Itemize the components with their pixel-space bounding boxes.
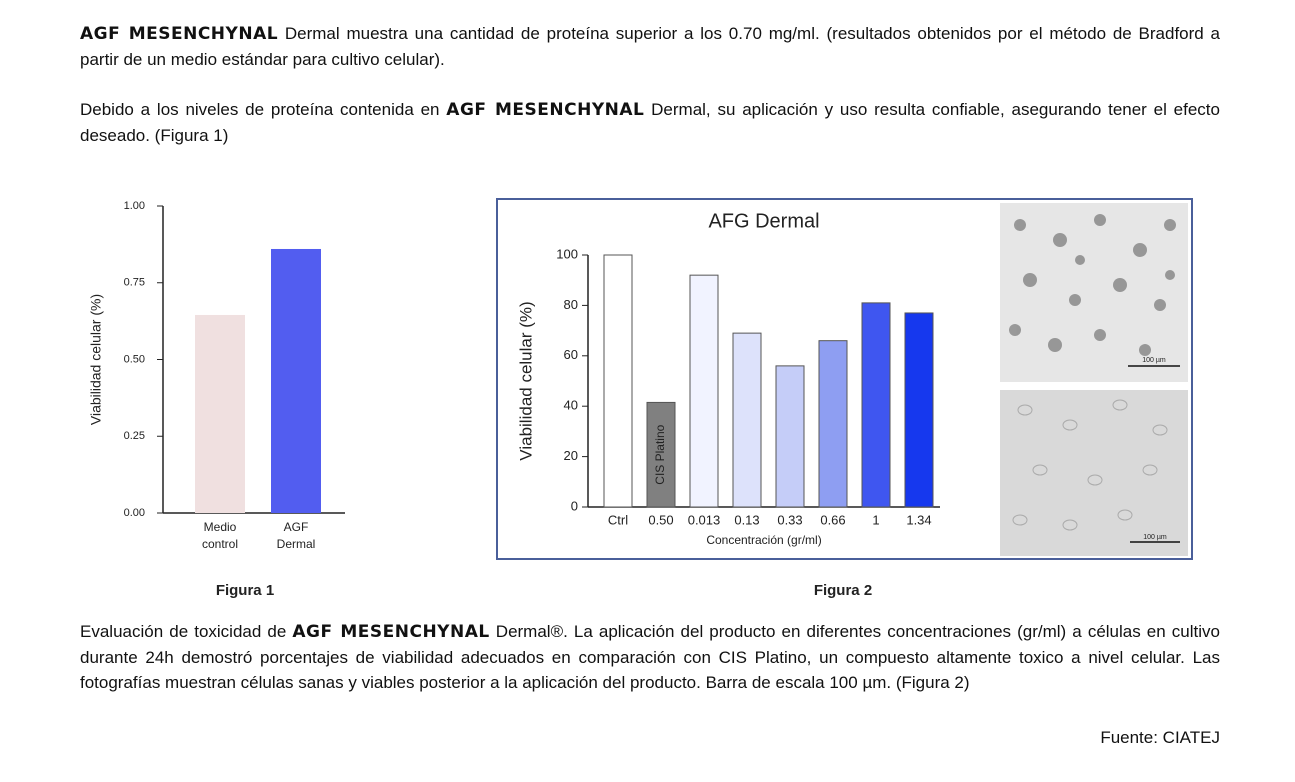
y-tick-label: 1.00 <box>124 200 145 212</box>
chart-title: AFG Dermal <box>708 210 819 232</box>
x-tick-label: 0.33 <box>777 512 802 527</box>
bar <box>861 302 891 508</box>
x-tick-label: 1 <box>872 512 879 527</box>
bar <box>603 254 633 508</box>
y-axis-label: Viabilidad celular (%) <box>88 294 104 425</box>
y-tick-label: 40 <box>564 398 578 413</box>
figure-frame <box>496 198 1193 560</box>
y-axis-label: Viabilidad celular (%) <box>516 301 535 460</box>
y-tick-label: 20 <box>564 448 578 463</box>
text: Dermal, su aplicación y uso resulta conf… <box>80 100 1220 145</box>
annotation: CIS Platino <box>653 424 667 484</box>
x-tick-label: Ctrl <box>608 512 628 527</box>
cells <box>1009 214 1176 356</box>
y-tick-label: 0.00 <box>124 507 145 519</box>
bar <box>195 314 245 513</box>
x-tick-label: 1.34 <box>906 512 931 527</box>
x-axis-label: Concentración (gr/ml) <box>706 533 821 547</box>
x-tick-label: AGF Dermal <box>276 520 316 551</box>
figure-caption: Figura 2 <box>814 582 872 599</box>
x-tick-label: 0.66 <box>820 512 845 527</box>
bar <box>775 365 805 508</box>
text: Debido a los niveles de proteína conteni… <box>80 100 447 119</box>
figure-caption: Figura 1 <box>216 582 274 599</box>
text: Evaluación de toxicidad de <box>80 622 293 641</box>
brand: AGF MESENCHYNAL <box>80 24 279 44</box>
paragraph: Debido a los niveles de proteína conteni… <box>80 97 1220 148</box>
y-tick-label: 0.25 <box>124 430 145 442</box>
scale-label: 100 µm <box>1142 357 1166 364</box>
y-tick-label: 100 <box>556 246 578 261</box>
y-tick-label: 0 <box>571 498 578 513</box>
x-tick-label: 0.50 <box>648 512 673 527</box>
figures: 100 µm 100 µm 0.00 0.25 0.50 0.75 1.00 Viabil… <box>88 198 1193 599</box>
cells <box>1012 399 1168 531</box>
source: Fuente: CIATEJ <box>1100 728 1220 747</box>
y-tick-label: 60 <box>564 347 578 362</box>
x-tick-label: Medio control <box>201 520 239 551</box>
scale-label: 100 µm <box>1143 534 1167 541</box>
text: Dermal muestra una cantidad de proteína … <box>80 24 1220 69</box>
x-tick-label: 0.013 <box>688 512 721 527</box>
micrograph <box>1000 390 1188 556</box>
bar <box>271 248 321 514</box>
y-tick-label: 0.75 <box>124 277 145 289</box>
paragraph: AGF MESENCHYNAL Dermal muestra una canti… <box>80 21 1220 72</box>
bar <box>904 312 934 508</box>
micrograph <box>1000 203 1188 382</box>
bar <box>689 274 719 508</box>
bar <box>818 340 848 508</box>
paragraph: Evaluación de toxicidad de AGF MESENCHYN… <box>80 619 1220 695</box>
y-tick-label: 0.50 <box>124 353 145 365</box>
x-tick-label: 0.13 <box>734 512 759 527</box>
bar <box>732 332 762 508</box>
y-tick-label: 80 <box>564 297 578 312</box>
brand: AGF MESENCHYNAL <box>446 100 645 120</box>
brand: AGF MESENCHYNAL <box>292 622 490 642</box>
bar <box>646 401 676 508</box>
text: Dermal®. La aplicación del producto en d… <box>80 622 1220 692</box>
